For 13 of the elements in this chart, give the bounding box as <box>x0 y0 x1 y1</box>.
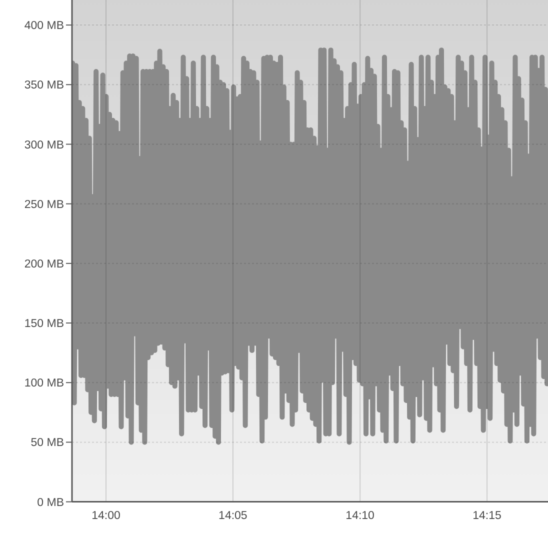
x-tick-label: 14:05 <box>218 510 248 522</box>
y-tick-label: 250 MB <box>24 198 64 211</box>
y-tick-label: 0 MB <box>37 496 64 509</box>
y-tick-label: 100 MB <box>24 378 64 390</box>
y-tick-label: 350 MB <box>24 80 64 92</box>
y-tick-label: 200 MB <box>24 258 64 270</box>
y-tick-label: 150 MB <box>24 318 64 330</box>
y-tick-label: 50 MB <box>30 437 64 450</box>
x-tick-label: 14:15 <box>472 510 502 522</box>
x-tick-label: 14:10 <box>346 510 374 522</box>
y-tick-label: 400 MB <box>24 20 64 32</box>
x-tick-label: 14:00 <box>92 510 120 522</box>
y-tick-label: 300 MB <box>24 139 64 152</box>
